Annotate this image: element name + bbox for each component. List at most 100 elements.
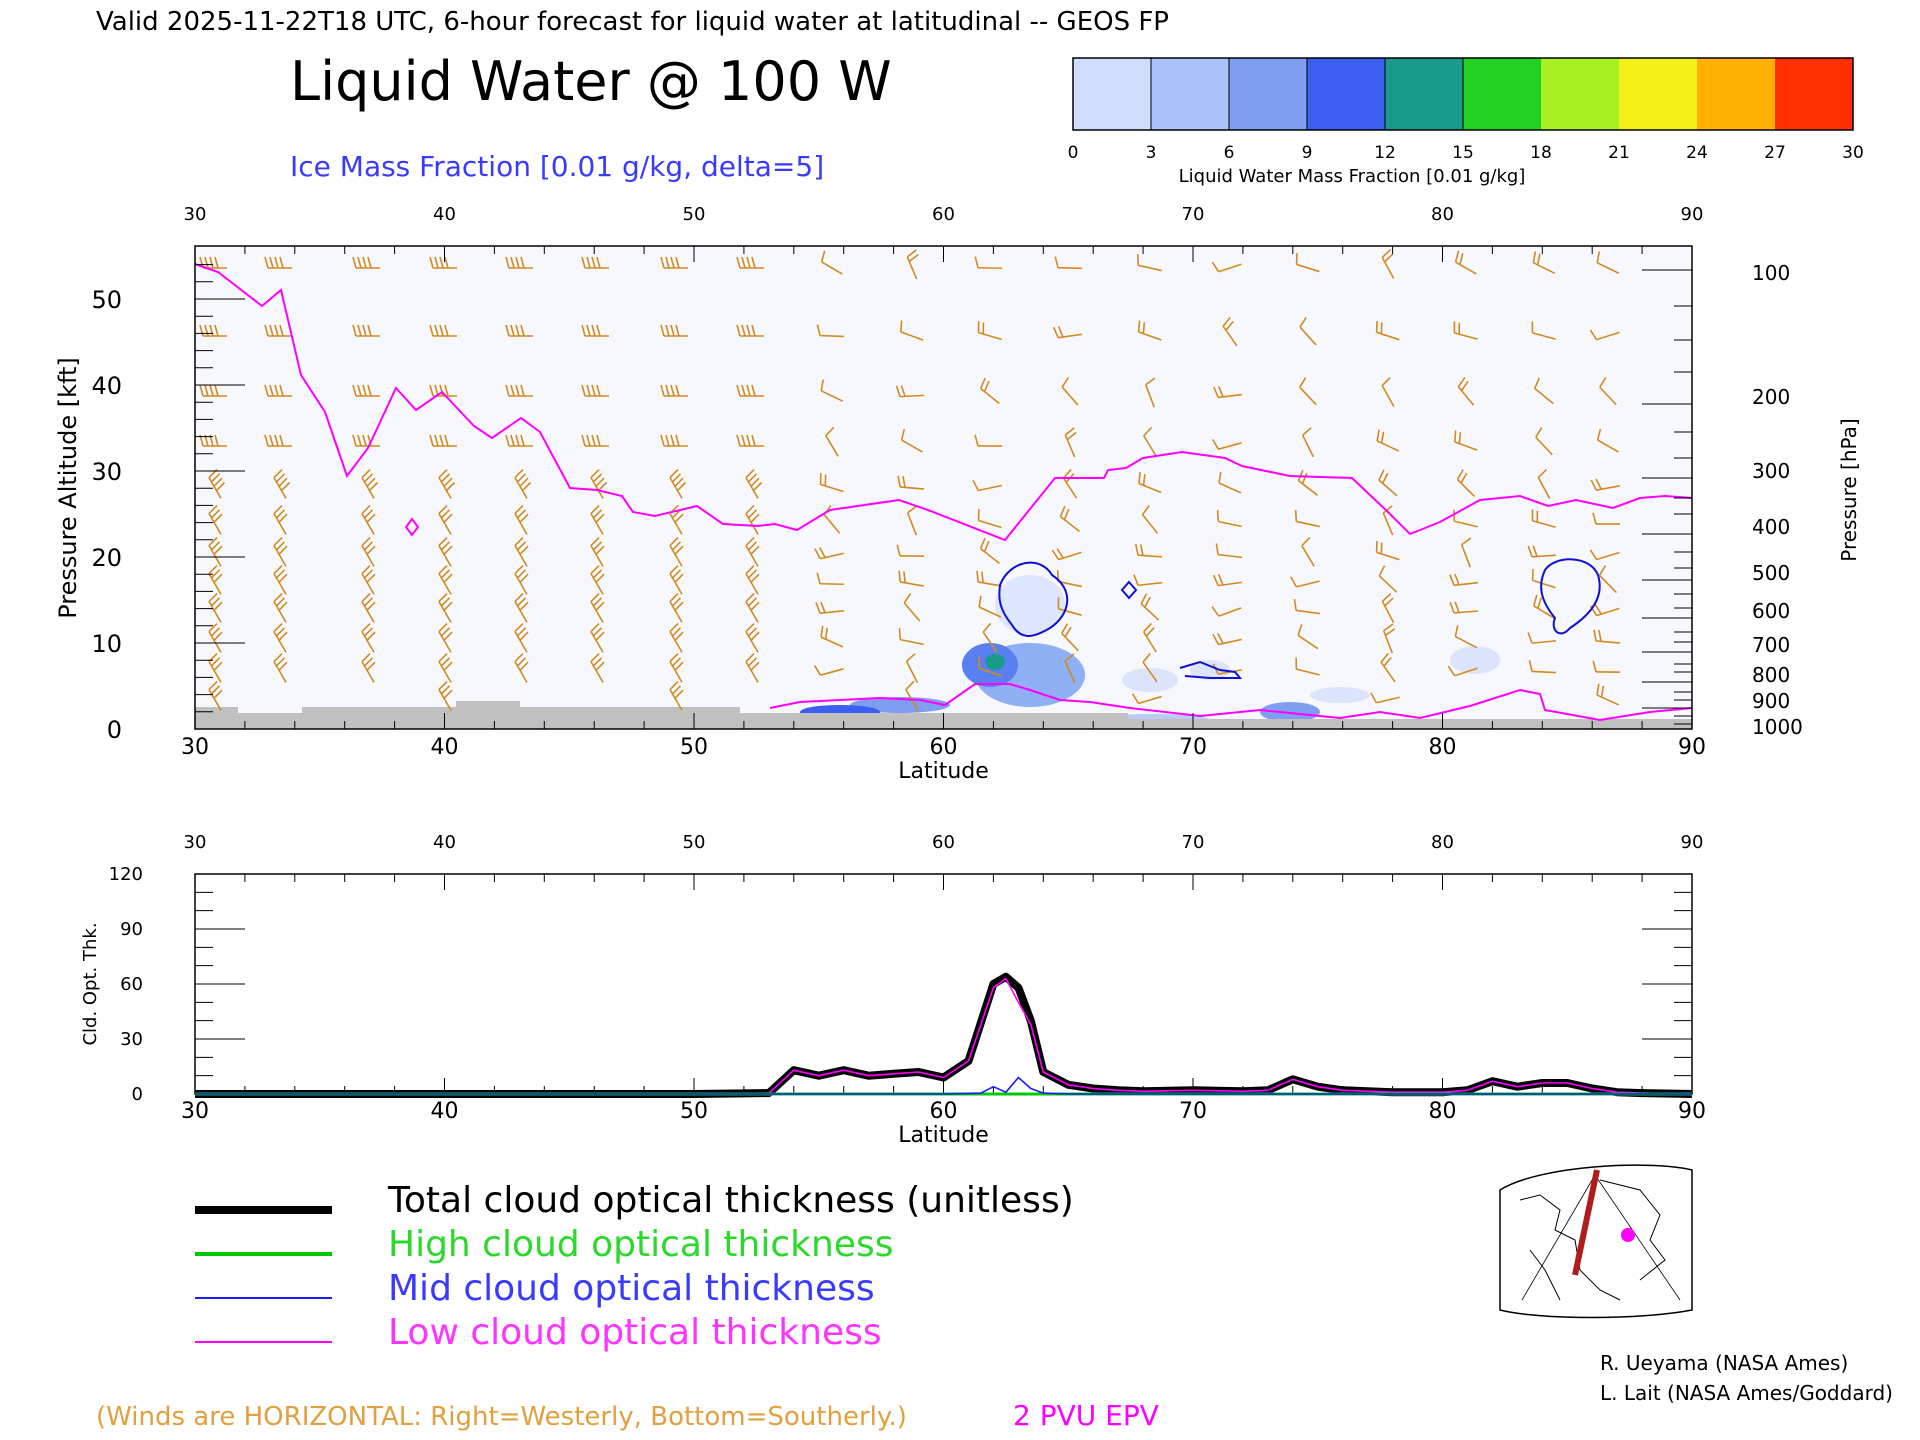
wind-barb: [438, 468, 456, 499]
series-line-low: [195, 977, 1693, 1095]
wind-barb: [1381, 593, 1395, 623]
y-tick-label: 0: [132, 1084, 143, 1105]
upper-bottom-tick: 90: [1678, 735, 1706, 760]
hpa-tick: 100: [1752, 261, 1790, 285]
epv-contour: [194, 263, 1693, 542]
wind-barb: [1375, 320, 1400, 341]
wind-barb: [429, 256, 457, 269]
wind-barb: [1535, 427, 1553, 456]
upper-bottom-tick: 40: [431, 735, 459, 760]
wind-barb: [590, 592, 605, 623]
wind-barb: [1382, 623, 1396, 654]
wind-barb: [899, 320, 924, 341]
wind-barb: [905, 653, 919, 684]
upper-top-tick: 30: [184, 204, 207, 225]
kft-tick: 40: [91, 372, 122, 400]
wind-barb: [590, 468, 608, 499]
upper-bottom-tick: 60: [930, 735, 958, 760]
wind-barb: [1138, 472, 1162, 494]
wind-barb: [199, 324, 227, 337]
kft-tick: 20: [91, 544, 122, 572]
wind-barb: [745, 652, 760, 683]
wind-barb: [1449, 601, 1479, 614]
wind-barb: [514, 564, 529, 595]
lower-ylabel: Cld. Opt. Thk.: [80, 922, 101, 1045]
wind-barb: [1454, 250, 1477, 275]
upper-top-lat-labels: 30 40 50 60 70 80 90: [184, 204, 1704, 225]
wind-barb: [978, 595, 1002, 618]
wind-barb: [361, 592, 376, 623]
upper-xlabel: Latitude: [898, 759, 989, 784]
wind-barb: [581, 256, 609, 269]
wind-barb: [814, 547, 844, 560]
wind-barb: [1299, 317, 1317, 346]
wind-barb: [903, 592, 921, 622]
x-tick-label: 50: [680, 1099, 708, 1124]
colorbar-segment: [1775, 58, 1854, 130]
wind-barb: [429, 434, 457, 447]
wind-barb: [1381, 248, 1395, 279]
wind-barb: [505, 256, 533, 269]
wind-barb: [1215, 543, 1243, 559]
wind-barb: [1598, 565, 1617, 594]
wind-barb: [514, 468, 532, 499]
wind-barb: [977, 509, 1002, 529]
kft-tick: 50: [91, 286, 122, 314]
wind-barb: [514, 504, 529, 535]
upper-bottom-tick: 50: [680, 735, 708, 760]
wind-barb: [669, 652, 684, 683]
wind-barb: [361, 504, 376, 535]
wind-barb: [669, 592, 684, 623]
wind-barb: [590, 504, 605, 535]
series-line-mid: [195, 1076, 1692, 1095]
map-meridian-2: [1594, 1174, 1681, 1301]
wind-barb: [1589, 549, 1620, 561]
wind-barb: [1295, 657, 1320, 676]
wind-barb: [273, 622, 288, 653]
x-tick-label-top: 50: [683, 832, 706, 853]
wind-barb: [590, 564, 605, 595]
wind-barb: [1213, 385, 1243, 399]
upper-top-tick: 60: [932, 204, 955, 225]
x-tick-label-top: 80: [1431, 832, 1454, 853]
wind-barb: [1592, 512, 1621, 525]
wind-barb: [1143, 622, 1157, 653]
epv-contour-low: [769, 683, 1693, 722]
wind-barb: [352, 434, 380, 447]
upper-left-ticks: 0 10 20 30 40 50: [91, 286, 122, 744]
wind-barb: [1061, 377, 1079, 406]
x-tick-label-top: 60: [932, 832, 955, 853]
wind-barb: [264, 434, 292, 447]
wind-barb: [1456, 469, 1476, 498]
wind-barb: [977, 656, 1002, 677]
wind-barb: [1454, 625, 1478, 649]
wind-barb: [273, 564, 288, 595]
lower-top-lat-labels: 30 40 50 60 70 80 90: [184, 832, 1704, 853]
wind-barb: [1449, 573, 1479, 587]
wind-barb: [820, 379, 844, 402]
wind-barb: [1057, 597, 1082, 616]
upper-ylabel-right: Pressure [hPa]: [1837, 418, 1861, 561]
wind-barb: [1596, 683, 1620, 706]
y-tick-label: 120: [109, 864, 143, 885]
colorbar-tick: 6: [1224, 143, 1235, 163]
wind-barb: [273, 592, 288, 623]
wind-barb: [1375, 540, 1400, 561]
x-tick-label-top: 30: [184, 832, 207, 853]
wind-barb: [208, 680, 223, 711]
wind-barb: [972, 479, 1002, 492]
wind-barb: [1064, 427, 1077, 458]
wind-barb: [1532, 594, 1555, 619]
wind-barb: [1447, 665, 1478, 677]
wind-barb: [669, 468, 687, 499]
wind-barb: [438, 622, 453, 653]
upper-top-tick: 80: [1431, 204, 1454, 225]
wind-barb: [669, 564, 684, 595]
wind-barb: [982, 622, 998, 653]
epv-small-diamond: [404, 517, 420, 537]
map-meridian: [1521, 1174, 1596, 1301]
wind-barb: [660, 324, 688, 337]
x-tick-label-top: 90: [1681, 832, 1704, 853]
wind-barb: [1528, 660, 1557, 674]
legend-label-high: High cloud optical thickness: [388, 1224, 893, 1265]
